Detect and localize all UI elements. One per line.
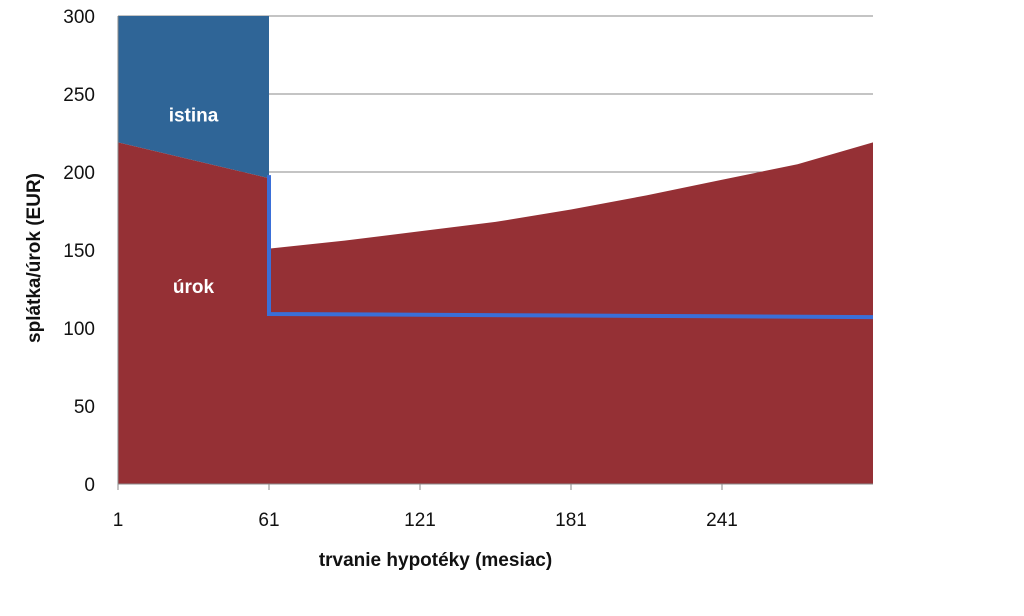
x-tick-label: 241 [706, 510, 738, 531]
y-tick-label: 300 [63, 7, 95, 28]
payment-line [267, 175, 874, 320]
y-tick-label: 150 [63, 241, 95, 262]
y-axis-title: splátka/úrok (EUR) [24, 173, 45, 343]
x-tick-label: 121 [404, 510, 436, 531]
axes [117, 16, 873, 485]
x-axis-title: trvanie hypotéky (mesiac) [319, 550, 552, 571]
x-axis-ticks: 1 61 121 181 241 [113, 484, 738, 531]
plot-area [118, 16, 873, 485]
y-tick-label: 50 [74, 397, 95, 418]
y-tick-label: 200 [63, 163, 95, 184]
y-tick-label: 250 [63, 85, 95, 106]
series-label-istina: istina [169, 105, 219, 126]
y-tick-label: 100 [63, 319, 95, 340]
x-tick-label: 181 [555, 510, 587, 531]
series-label-urok: úrok [173, 277, 215, 298]
x-tick-label: 61 [258, 510, 279, 531]
area-istina [118, 16, 269, 179]
payment-lines [267, 175, 874, 320]
y-axis-ticks: 0 50 100 150 200 250 300 [63, 7, 95, 496]
x-tick-label: 1 [113, 510, 124, 531]
y-tick-label: 0 [84, 475, 95, 496]
